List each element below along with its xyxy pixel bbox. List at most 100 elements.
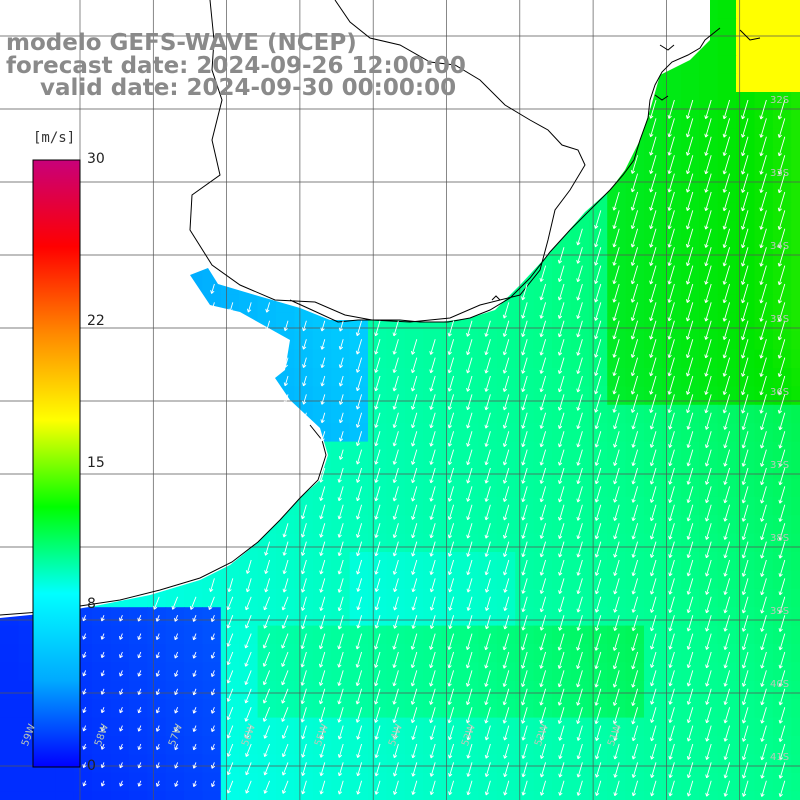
sea-cell — [331, 331, 351, 351]
wind-arrow — [393, 780, 399, 795]
sea-cell — [276, 736, 295, 755]
sea-cell — [404, 570, 424, 590]
wind-arrow — [356, 596, 363, 611]
sea-cell — [717, 588, 737, 608]
wind-arrow — [594, 486, 602, 503]
wind-arrow — [539, 633, 547, 651]
colorbar-tick: 15 — [87, 454, 105, 471]
sea-cell — [717, 736, 737, 755]
wind-arrow — [777, 136, 786, 157]
sea-cell — [404, 754, 424, 774]
wind-arrow — [686, 707, 694, 724]
sea-cell — [791, 165, 800, 185]
sea-cell — [202, 717, 222, 737]
wind-arrow — [210, 283, 215, 294]
sea-cell — [662, 349, 682, 369]
wind-arrow — [649, 283, 657, 303]
wind-arrow — [704, 136, 712, 156]
wind-arrow — [281, 596, 289, 611]
wind-arrow — [100, 670, 105, 677]
wind-arrow — [630, 265, 639, 285]
wind-arrow — [539, 780, 547, 796]
sea-cell — [570, 588, 590, 608]
wind-arrow — [705, 670, 712, 687]
sea-cell — [496, 662, 516, 682]
wind-vectors — [82, 99, 786, 798]
wind-arrow — [319, 578, 326, 593]
sea-cell — [147, 772, 167, 792]
wind-arrow — [355, 431, 363, 447]
sea-cell — [110, 736, 130, 755]
wind-arrow — [667, 320, 675, 340]
wind-arrow — [521, 670, 528, 688]
sea-cell — [128, 662, 148, 682]
wind-arrow — [392, 541, 399, 557]
wind-arrow — [557, 339, 565, 356]
wind-arrow — [668, 670, 675, 687]
sea-cell — [607, 496, 627, 516]
colorbar-tick: 0 — [87, 758, 96, 774]
sea-cell — [423, 533, 443, 553]
sea-cell — [423, 588, 443, 608]
wind-arrow — [558, 596, 565, 613]
sea-cell — [791, 128, 800, 148]
sea-cell — [625, 588, 645, 608]
wind-arrow — [429, 707, 436, 724]
wind-arrow — [668, 762, 675, 779]
wind-arrow — [723, 578, 731, 595]
sea-cell — [772, 276, 792, 295]
wind-arrow — [429, 357, 436, 374]
wind-arrow — [410, 688, 418, 705]
wind-arrow — [558, 559, 565, 576]
sea-cell — [404, 717, 424, 737]
wind-arrow — [411, 725, 418, 740]
colorbar-tick: 8 — [87, 596, 96, 613]
sea-cell — [625, 736, 645, 755]
sea-cell — [239, 717, 259, 737]
latitude-label: 32S — [770, 95, 790, 106]
sea-cell — [331, 533, 351, 553]
wind-arrow — [100, 651, 105, 659]
sea-cell — [165, 717, 185, 737]
wind-arrow — [521, 725, 528, 741]
wind-arrow — [777, 155, 786, 175]
sea-cell — [478, 552, 498, 571]
sea-cell — [257, 607, 277, 627]
wind-arrow — [576, 467, 583, 485]
wind-arrow — [539, 412, 547, 429]
wind-arrow — [557, 651, 565, 669]
wind-arrow — [210, 688, 215, 696]
sea-cell — [754, 478, 774, 498]
sea-cell — [0, 717, 19, 737]
wind-arrow — [265, 320, 271, 332]
wind-arrow — [338, 320, 344, 332]
wind-arrow — [281, 670, 289, 686]
sea-cell — [552, 276, 571, 295]
sea-cell — [736, 404, 755, 424]
sea-cell — [368, 772, 387, 792]
wind-arrow — [448, 615, 455, 630]
sea-cell — [791, 147, 800, 167]
sea-cell — [533, 588, 553, 608]
wind-arrow — [447, 375, 455, 392]
sea-cell — [791, 441, 800, 461]
wind-arrow — [722, 247, 731, 267]
wind-arrow — [302, 375, 307, 387]
wind-arrow — [741, 578, 749, 596]
sea-cell — [552, 312, 571, 332]
wind-arrow — [283, 357, 289, 368]
wind-arrow — [300, 578, 307, 593]
sea-cell — [478, 515, 498, 535]
sea-cell — [607, 276, 627, 295]
wind-arrow — [521, 486, 528, 503]
sea-cell — [496, 515, 516, 535]
wind-arrow — [723, 486, 731, 504]
wind-arrow — [759, 173, 767, 193]
wind-arrow — [502, 688, 510, 706]
wind-arrow — [265, 302, 271, 313]
wind-arrow — [686, 743, 694, 760]
sea-cell — [772, 110, 792, 130]
sea-cell — [717, 533, 737, 553]
wind-arrow — [245, 578, 252, 593]
wind-arrow — [649, 431, 657, 448]
